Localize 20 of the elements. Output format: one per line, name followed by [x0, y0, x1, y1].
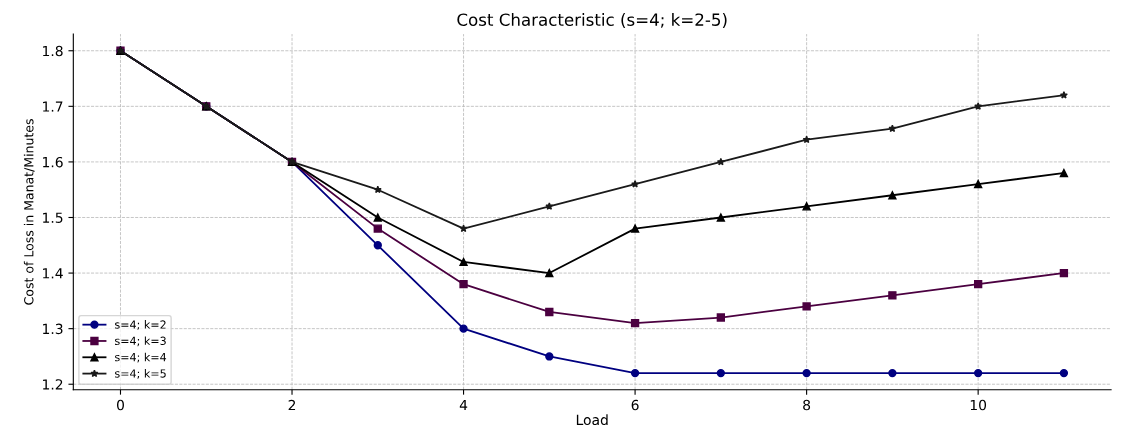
- x-tick-label: 2: [288, 399, 296, 411]
- y-tick-label: 1.4: [43, 268, 63, 279]
- legend-label: s=4; k=2: [115, 320, 166, 330]
- legend-label: s=4; k=5: [115, 369, 166, 379]
- y-axis-title: Cost of Loss in Manat/Minutes: [23, 119, 35, 305]
- y-tick-label: 1.2: [43, 379, 63, 390]
- chart-title: Cost Characteristic (s=4; k=2-5): [457, 13, 727, 28]
- y-tick-label: 1.7: [43, 101, 63, 112]
- y-tick-label: 1.3: [43, 323, 63, 335]
- y-tick-label: 1.8: [43, 45, 63, 57]
- y-tick-label: 1.5: [43, 212, 63, 223]
- x-tick-label: 6: [631, 399, 639, 411]
- x-tick-label: 4: [459, 399, 468, 411]
- x-tick-label: 10: [970, 399, 987, 411]
- y-tick-label: 1.6: [43, 156, 63, 168]
- x-tick-label: 8: [803, 399, 811, 411]
- legend-label: s=4; k=3: [115, 336, 166, 347]
- legend-label: s=4; k=4: [115, 352, 167, 363]
- x-axis-title: Load: [576, 414, 608, 426]
- x-tick-label: 0: [116, 399, 124, 411]
